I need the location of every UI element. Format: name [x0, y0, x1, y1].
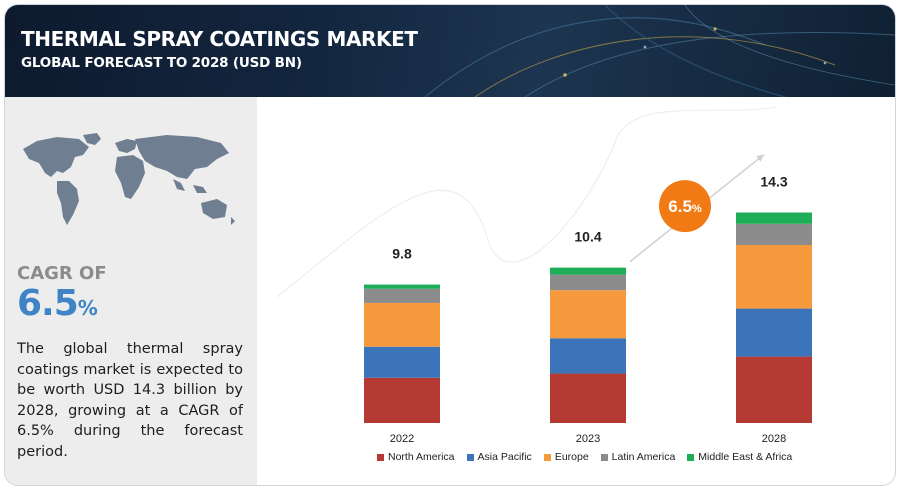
bar-segment-2028-4 [736, 212, 812, 224]
summary-panel: CAGR OF 6.5% The global thermal spray co… [5, 97, 257, 485]
chart-legend: North America Asia Pacific Europe Latin Ame… [377, 451, 792, 463]
labels-layer: 9.8 2022 10.4 2023 14.3 2028 6.5% [390, 153, 788, 445]
x-tick-2022: 2022 [390, 433, 414, 445]
cagr-label: CAGR OF [17, 263, 107, 284]
legend-label: Asia Pacific [477, 451, 532, 463]
legend-swatch [543, 453, 551, 461]
market-description: The global thermal spray coatings market… [17, 341, 243, 460]
bar-segment-2022-1 [364, 346, 440, 378]
growth-arrow-head [756, 154, 764, 162]
bars-layer [364, 212, 812, 423]
page-title: THERMAL SPRAY COATINGS MARKET [21, 27, 418, 51]
legend-label: Latin America [611, 451, 676, 463]
bar-segment-2022-0 [364, 377, 440, 423]
x-tick-2023: 2023 [576, 433, 600, 445]
header-banner: THERMAL SPRAY COATINGS MARKET GLOBAL FOR… [5, 5, 895, 97]
stacked-bar-chart: 9.8 2022 10.4 2023 14.3 2028 6.5% [276, 106, 812, 445]
bar-segment-2023-1 [550, 338, 626, 374]
legend-swatch [466, 453, 474, 461]
legend-item-north-america: North America [377, 451, 455, 463]
cagr-badge [659, 180, 711, 233]
cagr-badge-label: 6.5% [668, 197, 702, 216]
legend-item-europe: Europe [543, 451, 589, 463]
x-tick-2028: 2028 [762, 433, 786, 445]
bar-segment-2028-3 [736, 223, 812, 246]
legend-label: Europe [554, 451, 589, 463]
total-label-2023: 10.4 [574, 229, 601, 245]
legend-swatch [687, 453, 695, 461]
legend-swatch [600, 453, 608, 461]
bar-segment-2028-1 [736, 308, 812, 357]
legend-label: North America [388, 451, 455, 463]
legend-item-asia-pacific: Asia Pacific [466, 451, 532, 463]
bar-segment-2022-4 [364, 284, 440, 289]
cagr-unit: % [77, 296, 98, 320]
cagr-value: 6.5% [17, 283, 98, 324]
total-label-2028: 14.3 [760, 174, 787, 190]
legend-item-middle-east-africa: Middle East & Africa [687, 451, 792, 463]
bar-segment-2022-2 [364, 302, 440, 347]
total-label-2022: 9.8 [392, 246, 412, 262]
infographic-card: THERMAL SPRAY COATINGS MARKET GLOBAL FOR… [4, 4, 896, 486]
bar-segment-2022-3 [364, 288, 440, 303]
legend-swatch [377, 453, 384, 461]
world-map-icon [23, 133, 235, 225]
bar-segment-2023-2 [550, 290, 626, 339]
bar-segment-2023-4 [550, 267, 626, 275]
cagr-number: 6.5 [17, 283, 79, 324]
legend-item-latin-america: Latin America [600, 451, 676, 463]
bar-segment-2028-0 [736, 356, 812, 423]
legend-label: Middle East & Africa [698, 451, 793, 463]
background-swoosh [276, 106, 778, 298]
banner-light-streaks [424, 5, 895, 97]
bar-segment-2028-2 [736, 245, 812, 309]
page-subtitle: GLOBAL FORECAST TO 2028 (USD BN) [21, 55, 302, 71]
bar-segment-2023-3 [550, 274, 626, 291]
bar-segment-2023-0 [550, 373, 626, 423]
